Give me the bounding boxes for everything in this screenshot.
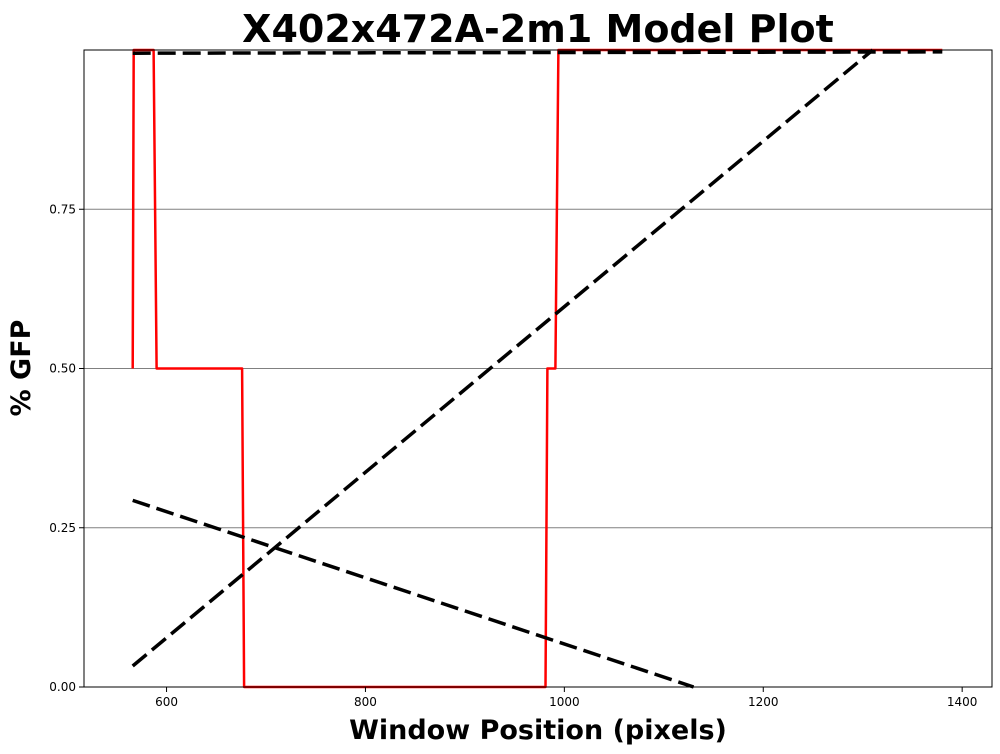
series-line-4 xyxy=(132,498,695,689)
x-tick-label: 1000 xyxy=(549,695,580,709)
x-axis-label: Window Position (pixels) xyxy=(349,715,727,746)
x-axis-ticks: 600 800 1000 1200 1400 xyxy=(155,687,977,709)
y-axis-ticks: 0.00 0.25 0.50 0.75 xyxy=(49,202,84,694)
y-tick-label: 0.25 xyxy=(49,521,76,535)
x-tick-label: 800 xyxy=(354,695,377,709)
chart-title: X402x472A-2m1 Model Plot xyxy=(242,7,834,51)
series-line-3 xyxy=(131,48,874,668)
series-line-2 xyxy=(132,50,943,55)
x-tick-label: 1400 xyxy=(947,695,978,709)
y-tick-label: 0.75 xyxy=(49,202,76,216)
y-axis-label: % GFP xyxy=(6,320,37,417)
x-tick-label: 1200 xyxy=(748,695,779,709)
x-tick-label: 600 xyxy=(155,695,178,709)
y-tick-label: 0.00 xyxy=(49,680,76,694)
y-tick-label: 0.50 xyxy=(49,362,76,376)
